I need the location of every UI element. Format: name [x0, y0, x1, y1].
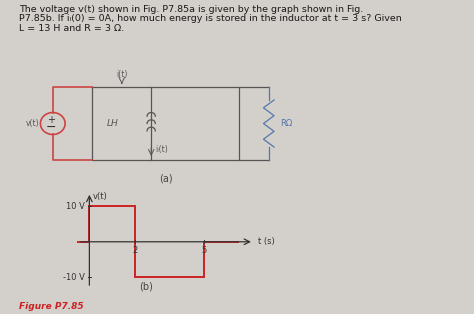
Text: +: +: [47, 115, 55, 125]
Text: v(t): v(t): [26, 119, 39, 128]
Text: P7.85b. If iₗ(0) = 0A, how much energy is stored in the inductor at t = 3 s? Giv: P7.85b. If iₗ(0) = 0A, how much energy i…: [19, 14, 401, 23]
Text: 2: 2: [132, 246, 137, 255]
Text: RΩ: RΩ: [280, 119, 292, 128]
Text: 5: 5: [201, 246, 206, 255]
Text: The voltage v(t) shown in Fig. P7.85a is given by the graph shown in Fig.: The voltage v(t) shown in Fig. P7.85a is…: [19, 5, 363, 14]
Text: -10 V: -10 V: [63, 273, 85, 282]
Text: (b): (b): [139, 282, 154, 292]
Text: 10 V: 10 V: [66, 202, 85, 211]
Text: v(t): v(t): [93, 192, 108, 201]
Text: i(t): i(t): [116, 70, 128, 79]
Text: iₗ(t): iₗ(t): [155, 145, 168, 154]
Text: (a): (a): [159, 173, 173, 183]
Text: L = 13 H and R = 3 Ω.: L = 13 H and R = 3 Ω.: [19, 24, 124, 33]
Text: Figure P7.85: Figure P7.85: [19, 302, 83, 311]
Text: LH: LH: [107, 119, 119, 128]
Text: −: −: [46, 121, 56, 134]
Text: t (s): t (s): [258, 237, 275, 246]
